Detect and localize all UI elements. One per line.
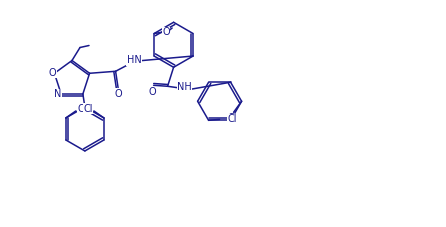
Text: Cl: Cl <box>227 114 237 124</box>
Text: O: O <box>49 68 56 78</box>
Text: O: O <box>149 87 157 97</box>
Text: Cl: Cl <box>228 113 237 123</box>
Text: O: O <box>114 89 122 99</box>
Text: NH: NH <box>177 82 192 92</box>
Text: Cl: Cl <box>77 104 87 114</box>
Text: N: N <box>54 89 62 99</box>
Text: HN: HN <box>127 55 141 65</box>
Text: O: O <box>162 27 170 37</box>
Text: Cl: Cl <box>83 104 93 114</box>
